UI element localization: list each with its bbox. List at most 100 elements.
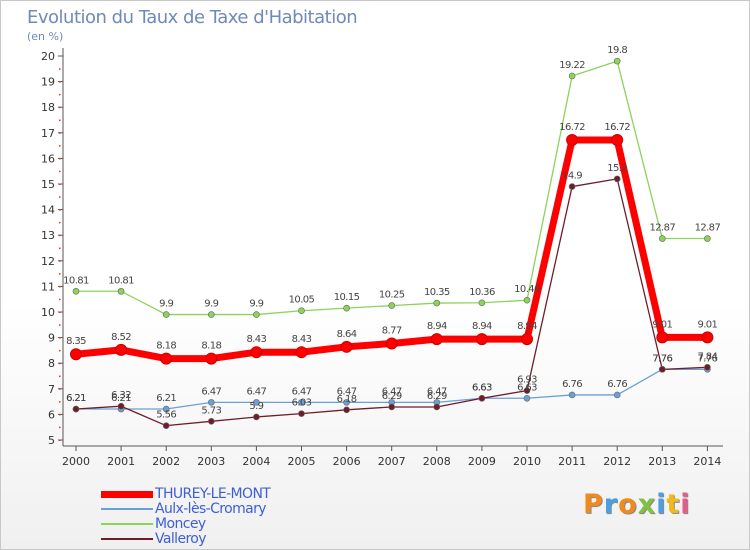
legend-swatch — [101, 490, 153, 498]
y-tick-label: 7 — [48, 383, 55, 396]
data-label-moncey: 9.9 — [159, 299, 173, 310]
x-tick-label: 2001 — [107, 455, 135, 468]
y-minor-tick — [59, 375, 61, 377]
data-label-moncey: 10.36 — [469, 287, 495, 298]
data-label-aulx-l-s-cromary: 6.63 — [517, 382, 537, 393]
y-minor-tick — [59, 196, 61, 198]
data-label-aulx-l-s-cromary: 6.76 — [562, 379, 582, 390]
data-label-aulx-l-s-cromary: 6.47 — [246, 386, 266, 397]
data-label-thurey-le-mont: 8.77 — [382, 325, 402, 336]
logo-letter: x — [637, 489, 657, 520]
x-tick-label: 2002 — [152, 455, 180, 468]
y-tick-label: 5 — [48, 434, 55, 447]
data-point-valleroy — [162, 422, 170, 429]
data-point-thurey-le-mont — [656, 331, 669, 344]
data-label-valleroy: 5.73 — [201, 405, 221, 416]
x-tick-label: 2009 — [468, 455, 496, 468]
y-minor-tick — [59, 439, 61, 441]
data-point-moncey — [704, 235, 711, 242]
line-chart: 5 6 7 8 9 10 11 12 13 14 15 16 17 18 19 20 2000 2001 2002 2… — [41, 45, 723, 468]
y-minor-tick — [59, 119, 61, 121]
data-label-aulx-l-s-cromary: 6.47 — [337, 386, 357, 397]
data-label-moncey: 10.05 — [289, 295, 315, 306]
data-label-thurey-le-mont: 9.01 — [652, 319, 672, 330]
y-tick-label: 8 — [48, 357, 55, 370]
data-label-aulx-l-s-cromary: 6.21 — [111, 393, 131, 404]
data-point-valleroy — [72, 405, 80, 413]
data-point-moncey — [162, 311, 170, 318]
data-label-aulx-l-s-cromary: 6.76 — [607, 379, 627, 390]
data-label-thurey-le-mont: 8.35 — [66, 336, 86, 347]
data-label-valleroy: 6.21 — [66, 393, 86, 404]
data-label-moncey: 19.8 — [607, 45, 627, 56]
data-label-moncey: 10.15 — [334, 292, 360, 303]
logo-letter: P — [583, 489, 604, 520]
data-label-valleroy: 5.9 — [249, 401, 263, 412]
data-label-thurey-le-mont: 8.52 — [111, 332, 131, 343]
series-line-moncey — [75, 60, 709, 316]
logo-letter: i — [680, 489, 691, 520]
data-point-thurey-le-mont — [566, 133, 579, 146]
x-tick-label: 2006 — [333, 455, 361, 468]
legend-swatch — [101, 523, 153, 525]
y-minor-tick — [59, 388, 61, 390]
data-point-moncey — [478, 299, 486, 307]
data-label-aulx-l-s-cromary: 6.21 — [156, 393, 176, 404]
data-label-valleroy: 5.56 — [156, 410, 176, 421]
data-point-thurey-le-mont — [385, 337, 398, 350]
x-tick-label: 2010 — [513, 455, 541, 468]
y-minor-tick — [59, 183, 61, 185]
data-label-valleroy: 14.9 — [562, 171, 582, 182]
legend-label: THUREY-LE-MONT — [155, 486, 271, 502]
data-point-valleroy — [298, 410, 305, 417]
y-minor-tick — [59, 209, 61, 211]
data-label-moncey: 10.81 — [63, 275, 89, 286]
data-point-thurey-le-mont — [611, 133, 624, 146]
data-point-aulx-l-s-cromary — [568, 391, 576, 399]
proxiti-logo: Proxiti — [583, 489, 691, 520]
x-tick-label: 2007 — [378, 455, 406, 468]
data-point-moncey — [117, 287, 125, 295]
data-label-aulx-l-s-cromary: 6.47 — [427, 386, 447, 397]
y-minor-tick — [59, 68, 61, 70]
data-label-moncey: 9.9 — [204, 299, 218, 310]
data-point-valleroy — [704, 363, 711, 371]
y-tick-label: 17 — [41, 127, 55, 140]
data-point-valleroy — [523, 387, 531, 394]
data-point-moncey — [523, 296, 531, 304]
data-label-valleroy: 6.32 — [111, 390, 131, 401]
y-tick-label: 14 — [41, 204, 55, 217]
y-tick-label: 6 — [48, 408, 55, 421]
data-label-thurey-le-mont: 8.18 — [201, 341, 221, 352]
legend-label: Valleroy — [155, 531, 207, 547]
data-point-valleroy — [433, 403, 441, 411]
y-minor-tick — [59, 311, 61, 313]
data-point-valleroy — [253, 413, 260, 421]
y-minor-tick — [59, 413, 61, 416]
data-label-valleroy: 7.76 — [652, 353, 672, 364]
x-tick-label: 2004 — [242, 455, 270, 468]
legend-label: Aulx-lès-Cromary — [155, 501, 267, 517]
data-point-valleroy — [568, 183, 576, 190]
data-label-aulx-l-s-cromary: 6.63 — [472, 382, 492, 393]
data-label-valleroy: 6.18 — [337, 394, 357, 405]
y-tick-label: 18 — [41, 101, 55, 114]
y-minor-tick — [59, 337, 61, 339]
y-minor-tick — [59, 106, 61, 109]
data-label-moncey: 12.87 — [649, 223, 675, 234]
data-point-thurey-le-mont — [115, 343, 128, 356]
data-point-valleroy — [658, 366, 666, 373]
data-point-thurey-le-mont — [430, 333, 443, 346]
data-point-thurey-le-mont — [340, 340, 353, 353]
data-label-thurey-le-mont: 16.72 — [559, 122, 585, 133]
data-point-thurey-le-mont — [701, 331, 714, 344]
data-label-moncey: 9.9 — [249, 299, 263, 310]
chart-title: Evolution du Taux de Taxe d'Habitation — [27, 7, 358, 28]
y-tick-label: 10 — [41, 306, 55, 319]
data-point-thurey-le-mont — [521, 333, 533, 346]
data-label-thurey-le-mont: 9.01 — [697, 319, 717, 330]
data-point-moncey — [253, 311, 260, 318]
data-point-aulx-l-s-cromary — [253, 399, 260, 406]
data-label-aulx-l-s-cromary: 6.21 — [66, 393, 86, 404]
y-tick-label: 12 — [41, 255, 55, 268]
